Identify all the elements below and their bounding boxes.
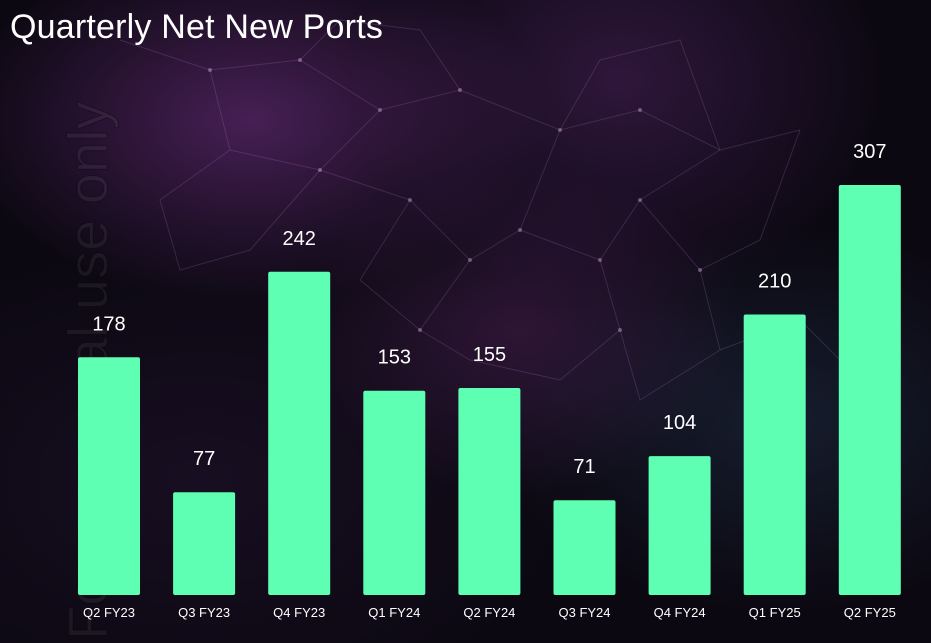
x-tick-label: Q2 FY25 bbox=[844, 605, 896, 620]
x-tick-label: Q3 FY23 bbox=[178, 605, 230, 620]
data-label: 242 bbox=[283, 228, 316, 250]
x-tick-label: Q4 FY24 bbox=[654, 605, 706, 620]
data-label: 153 bbox=[378, 347, 411, 369]
chart-title: Quarterly Net New Ports bbox=[10, 8, 384, 46]
bar-q2-fy24 bbox=[458, 388, 521, 595]
x-tick-label: Q4 FY23 bbox=[273, 605, 325, 620]
bar-q3-fy24 bbox=[553, 500, 616, 595]
bar-q4-fy24 bbox=[648, 456, 711, 595]
x-tick-label-group: Q2 FY23 Q3 FY23 Q4 FY23 Q1 FY24 Q2 FY24 Q3 FY… bbox=[83, 605, 896, 620]
data-label: 71 bbox=[573, 456, 595, 478]
data-label: 77 bbox=[193, 448, 215, 470]
x-tick-label: Q1 FY25 bbox=[749, 605, 801, 620]
data-label: 178 bbox=[92, 313, 125, 335]
bar-q2-fy25 bbox=[838, 185, 901, 595]
bar-q1-fy24 bbox=[363, 390, 426, 595]
data-label: 307 bbox=[853, 141, 886, 163]
x-tick-label: Q2 FY24 bbox=[463, 605, 515, 620]
x-tick-label: Q1 FY24 bbox=[368, 605, 420, 620]
data-label: 104 bbox=[663, 412, 696, 434]
x-tick-label: Q2 FY23 bbox=[83, 605, 135, 620]
data-label: 210 bbox=[758, 271, 791, 293]
bar-q3-fy23 bbox=[173, 492, 236, 595]
value-label-group: 178 77 242 153 155 71 104 210 307 bbox=[92, 141, 886, 478]
bar-q4-fy23 bbox=[268, 271, 331, 595]
data-label: 155 bbox=[473, 344, 506, 366]
bar-group bbox=[78, 185, 901, 595]
bar-q2-fy23 bbox=[78, 357, 140, 595]
x-tick-label: Q3 FY24 bbox=[558, 605, 610, 620]
bar-q1-fy25 bbox=[743, 314, 806, 595]
